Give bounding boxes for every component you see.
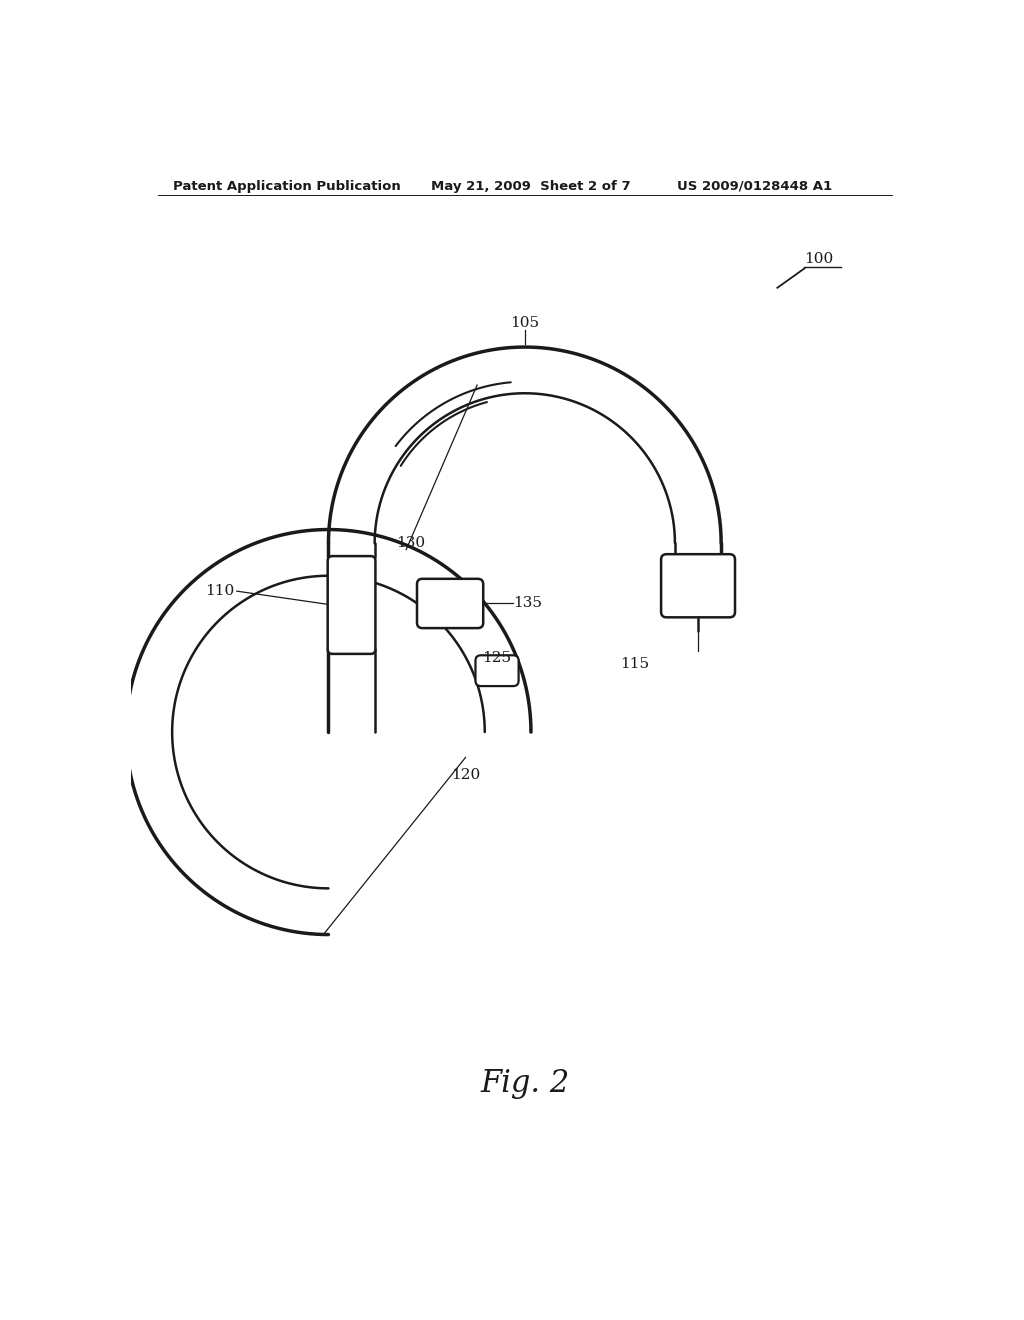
- FancyBboxPatch shape: [662, 554, 735, 618]
- Text: Fig. 2: Fig. 2: [480, 1068, 569, 1100]
- Text: 110: 110: [205, 585, 234, 598]
- Text: 125: 125: [481, 651, 511, 665]
- Text: 115: 115: [621, 657, 649, 672]
- FancyBboxPatch shape: [475, 655, 518, 686]
- Text: 105: 105: [510, 315, 540, 330]
- FancyBboxPatch shape: [417, 579, 483, 628]
- Text: 120: 120: [451, 768, 480, 783]
- Text: US 2009/0128448 A1: US 2009/0128448 A1: [677, 180, 833, 193]
- FancyBboxPatch shape: [328, 556, 376, 653]
- Text: Patent Application Publication: Patent Application Publication: [173, 180, 400, 193]
- Text: 100: 100: [804, 252, 834, 267]
- Text: 135: 135: [513, 597, 543, 610]
- Text: May 21, 2009  Sheet 2 of 7: May 21, 2009 Sheet 2 of 7: [431, 180, 631, 193]
- Text: 130: 130: [396, 536, 425, 549]
